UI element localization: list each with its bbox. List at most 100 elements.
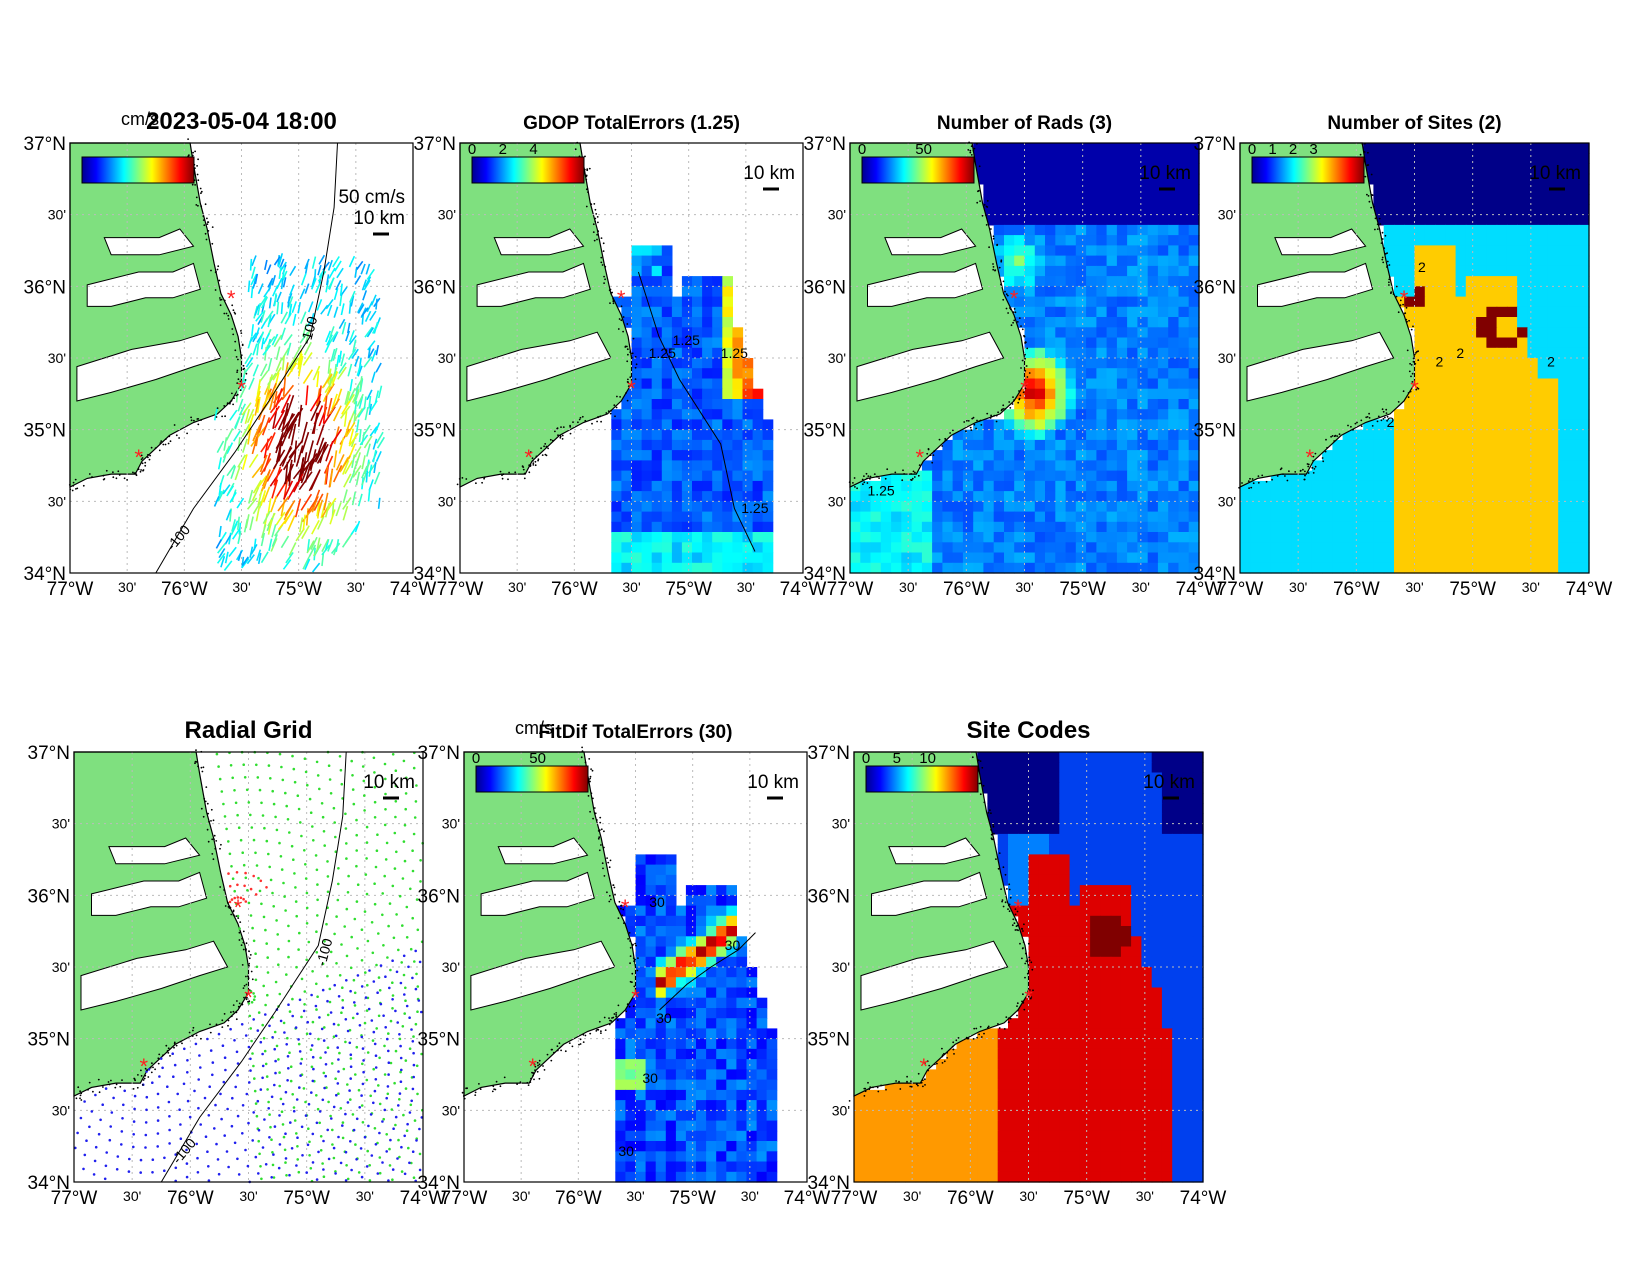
radial-grid-point	[307, 1127, 310, 1130]
coast-dot	[596, 238, 598, 241]
coast-dot	[165, 1044, 168, 1047]
heat-cell	[1301, 470, 1313, 482]
heat-cell	[621, 511, 633, 523]
heat-cell	[712, 327, 723, 339]
radial-grid-point	[344, 1179, 348, 1182]
radial-grid-point	[349, 966, 353, 970]
lon-tick-label: 76°W	[167, 1188, 214, 1209]
current-vector	[333, 450, 338, 468]
radial-grid-point	[383, 762, 387, 766]
heat-cell	[1537, 429, 1549, 441]
radial-grid-point	[287, 955, 290, 959]
heat-cell	[1055, 173, 1067, 185]
heat-cell	[1342, 470, 1354, 482]
radial-grid-point	[417, 999, 421, 1002]
heat-cell	[1558, 378, 1570, 390]
lat-tick-label: 37°N	[28, 743, 70, 764]
heat-cell	[932, 501, 943, 513]
heat-cell	[1168, 173, 1180, 185]
heat-cell	[1455, 542, 1467, 554]
coast-dot	[1381, 408, 1384, 411]
heat-cell	[1568, 163, 1580, 175]
heat-cell	[681, 552, 693, 564]
heat-cell	[1506, 501, 1518, 513]
heat-cell	[732, 470, 744, 482]
heat-cell	[1096, 542, 1108, 554]
current-vector	[342, 489, 348, 504]
heat-cell	[631, 378, 643, 390]
heat-cell	[1075, 317, 1087, 328]
heat-cell	[635, 915, 647, 927]
heat-cell	[712, 429, 723, 441]
current-vector	[308, 471, 320, 492]
coast-dot	[600, 256, 603, 259]
heat-cell	[1558, 429, 1570, 441]
heat-cell	[681, 419, 693, 431]
coast-dot	[230, 913, 233, 916]
radial-grid-point	[374, 1054, 378, 1057]
heat-cell	[1178, 153, 1190, 164]
radial-grid-point	[404, 986, 407, 990]
colorbar	[471, 156, 585, 184]
heat-cell	[1127, 470, 1138, 482]
heat-cell	[1075, 491, 1087, 502]
heat-cell	[901, 491, 913, 502]
radial-grid-point	[365, 1165, 369, 1168]
coast-dot	[203, 797, 206, 800]
radar-site-marker: *	[617, 286, 626, 311]
heat-cell	[1373, 429, 1385, 441]
coast-dot	[144, 1074, 147, 1077]
coast-dot	[197, 418, 200, 420]
current-vector	[280, 327, 286, 341]
radial-grid-point	[399, 1056, 403, 1060]
heat-cell	[1332, 532, 1344, 543]
heat-cell	[671, 429, 683, 441]
heat-cell	[1045, 153, 1056, 164]
radial-grid-point	[315, 1121, 319, 1125]
coast-dot	[535, 455, 538, 458]
heat-cell	[1106, 378, 1118, 390]
heat-cell	[1157, 542, 1169, 554]
heat-cell	[722, 388, 733, 400]
radial-grid-point	[315, 1008, 318, 1011]
coast-dot	[1276, 475, 1279, 477]
coast-dot	[121, 1079, 123, 1081]
heat-cell	[1075, 306, 1087, 318]
heat-cell	[1055, 184, 1067, 195]
heat-cell	[983, 450, 995, 461]
heat-cell	[1383, 429, 1395, 441]
colorbar-tick-label: 0	[1248, 141, 1256, 158]
heat-cell	[1045, 317, 1056, 328]
heat-cell	[1424, 184, 1436, 195]
heat-cell	[696, 936, 707, 948]
radial-grid-point	[360, 1035, 364, 1039]
heat-cell	[1106, 542, 1118, 554]
coast-dot	[1402, 303, 1404, 306]
heat-cell	[1383, 173, 1395, 185]
heat-cell	[655, 905, 667, 917]
radial-grid-point	[357, 1088, 361, 1092]
current-vector	[336, 267, 344, 279]
radial-grid-point	[285, 973, 288, 976]
coast-dot	[194, 760, 197, 763]
coast-dot	[557, 434, 559, 437]
current-vector	[331, 393, 338, 410]
coast-dot	[162, 443, 165, 446]
heat-cell	[1240, 562, 1251, 574]
radial-grid-point	[326, 1128, 330, 1132]
heat-cell	[1086, 409, 1097, 420]
radial-grid-point	[337, 882, 340, 886]
heat-cell	[1383, 224, 1395, 236]
coast-dot	[164, 438, 167, 440]
heat-cell	[1055, 470, 1067, 482]
heat-cell	[962, 501, 974, 513]
heat-cell	[1096, 163, 1108, 175]
radial-grid-point	[305, 922, 309, 925]
coast-dot	[1415, 388, 1418, 391]
current-vector	[299, 288, 306, 300]
heat-cell	[1445, 419, 1457, 431]
heat-cell	[942, 439, 954, 451]
radial-grid-point	[349, 1053, 353, 1056]
radial-grid-point	[243, 776, 247, 779]
heat-cell	[1352, 439, 1364, 451]
